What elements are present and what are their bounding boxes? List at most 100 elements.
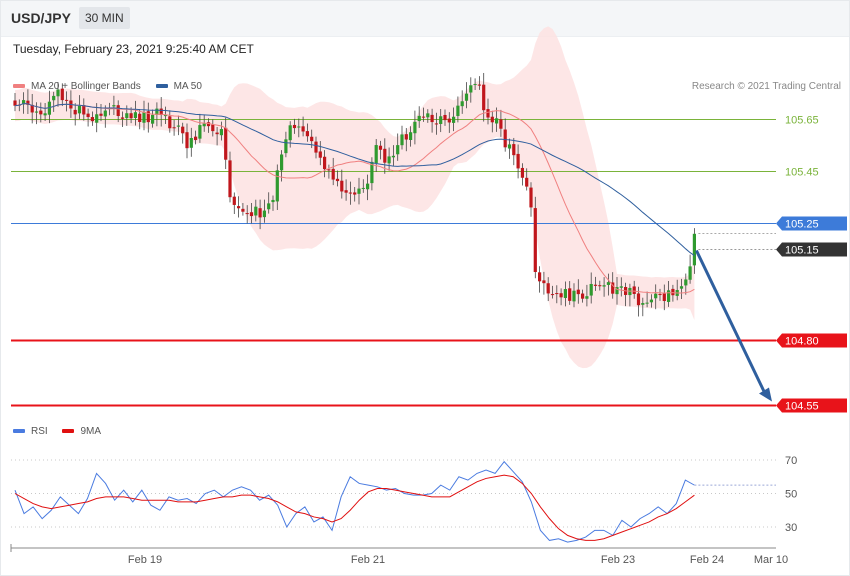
candle-body [533, 208, 537, 272]
time-tick-label: Feb 19 [128, 554, 162, 566]
candle-body [563, 289, 567, 298]
candle-body [581, 293, 585, 299]
level-tag-105-15 [776, 242, 847, 257]
candle-body [512, 144, 516, 156]
ma20-swatch [13, 84, 25, 89]
candle-body [198, 125, 202, 139]
candle-body [47, 101, 51, 115]
legend-label-9ma: 9MA [80, 426, 102, 437]
rsi-line [14, 460, 695, 543]
candle-body [185, 132, 189, 149]
candle-body [194, 136, 198, 141]
credit-text: Research © 2021 Trading Central [691, 81, 841, 92]
candle-body [314, 141, 318, 153]
candle-body [159, 108, 163, 116]
projection-arrow-line [695, 249, 767, 395]
candle-body [684, 279, 688, 286]
legend-label-rsi: RSI [31, 426, 48, 437]
candle-body [116, 105, 120, 117]
candle-body [335, 178, 340, 182]
level-label-105-25: 105.25 [785, 219, 819, 231]
level-label-104-80: 104.80 [785, 336, 819, 348]
candle-body [288, 125, 292, 141]
candle-body [245, 213, 249, 215]
candle-body [151, 114, 155, 124]
candle-body [52, 95, 56, 101]
candle-body [305, 131, 309, 137]
candle-body [344, 190, 348, 193]
interval-button[interactable]: 30 MIN [79, 7, 130, 29]
time-tick-label: Feb 23 [601, 554, 635, 566]
candle-body [112, 105, 116, 107]
candle-body [142, 111, 146, 123]
candle-body [632, 286, 636, 294]
ma50-line [14, 102, 695, 256]
candle-body [421, 116, 426, 118]
candle-body [495, 118, 499, 124]
candle-body [146, 111, 150, 123]
candle-body [473, 84, 477, 86]
candle-body [520, 167, 524, 178]
candle-body [396, 145, 400, 155]
candle-body [516, 153, 520, 169]
candle-body [482, 84, 486, 111]
candle-body [181, 126, 185, 134]
ma50-swatch [155, 84, 168, 89]
level-label-104-55: 104.55 [785, 401, 819, 413]
candle-body [120, 117, 125, 119]
candle-body [404, 134, 408, 140]
candle-body [292, 124, 297, 129]
candle-body [202, 123, 206, 127]
candle-body [606, 282, 610, 285]
candle-body [503, 129, 507, 148]
candle-body [593, 284, 598, 286]
candle-body [671, 288, 675, 296]
candle-body [667, 290, 671, 302]
legend-item-ma20: MA 20 + Bollinger Bands [13, 81, 141, 92]
candle-body [602, 285, 606, 287]
candle-body [353, 192, 357, 195]
candle-body [301, 126, 305, 132]
candle-body [434, 123, 438, 125]
main-legend: MA 20 + Bollinger Bands MA 50 [13, 81, 214, 92]
rsi-tick-label-50: 50 [785, 489, 797, 501]
candle-body [275, 170, 279, 202]
candle-body [249, 212, 254, 217]
candle-body [658, 294, 662, 296]
candle-body [456, 105, 460, 117]
time-tick-label: Mar 10 [754, 554, 788, 566]
candle-body [366, 183, 370, 190]
candle-body [378, 145, 383, 150]
candle-body [176, 125, 180, 127]
candle-body [426, 113, 430, 118]
candle-body [99, 113, 103, 116]
rsi-tick-label-70: 70 [785, 455, 797, 467]
candle-body [619, 286, 623, 288]
legend-label-ma50: MA 50 [173, 81, 202, 92]
candle-body [254, 206, 258, 216]
candle-body [189, 137, 193, 148]
candle-body [460, 101, 464, 107]
candle-body [361, 187, 365, 189]
candle-body [13, 100, 17, 106]
candle-body [331, 168, 335, 180]
candle-body [95, 114, 99, 123]
candle-body [679, 286, 684, 289]
candle-body [297, 126, 301, 128]
candle-body [572, 290, 576, 302]
candle-body [439, 116, 443, 124]
rsi-legend: RSI 9MA [13, 426, 113, 437]
candle-body [271, 199, 275, 203]
legend-label-ma20: MA 20 + Bollinger Bands [31, 81, 141, 92]
candle-body [374, 145, 378, 164]
candle-body [525, 177, 529, 187]
candle-body [125, 113, 129, 119]
candle-body [77, 105, 82, 114]
candle-body [39, 110, 43, 115]
candle-body [211, 124, 215, 132]
candle-body [598, 285, 602, 287]
candle-body [262, 210, 266, 218]
candle-body [443, 114, 447, 121]
candle-body [206, 122, 211, 127]
